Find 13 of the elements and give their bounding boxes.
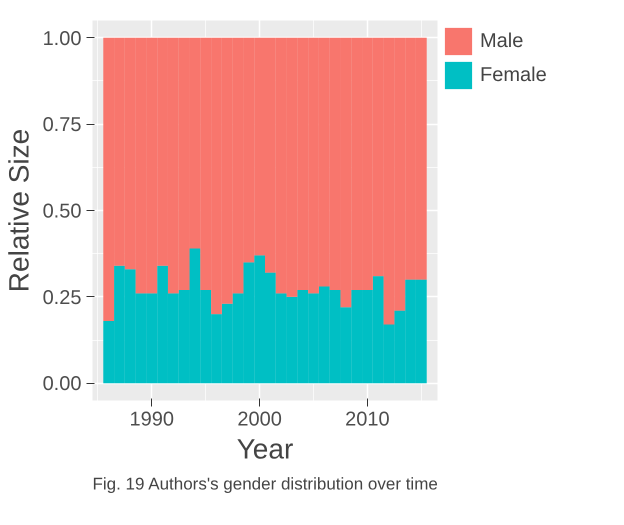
legend-label: Female (480, 64, 547, 86)
y-tick-label: 0.50 (42, 200, 82, 222)
y-tick-label: 1.00 (42, 28, 82, 50)
y-tick-label: 0.25 (42, 286, 82, 309)
y-tick-label: 0.00 (42, 373, 82, 396)
y-tick-label: 0.75 (42, 114, 82, 136)
x-tick-label: 2000 (237, 408, 282, 430)
x-tick-label: 1990 (130, 408, 174, 430)
x-tick-label: 2010 (345, 408, 390, 430)
legend-label: Male (480, 30, 524, 52)
x-axis-title: Year (236, 434, 294, 464)
caption: Fig. 19 Authors's gender distribution over time (92, 474, 438, 494)
y-axis-title: Relative Size (4, 128, 35, 292)
